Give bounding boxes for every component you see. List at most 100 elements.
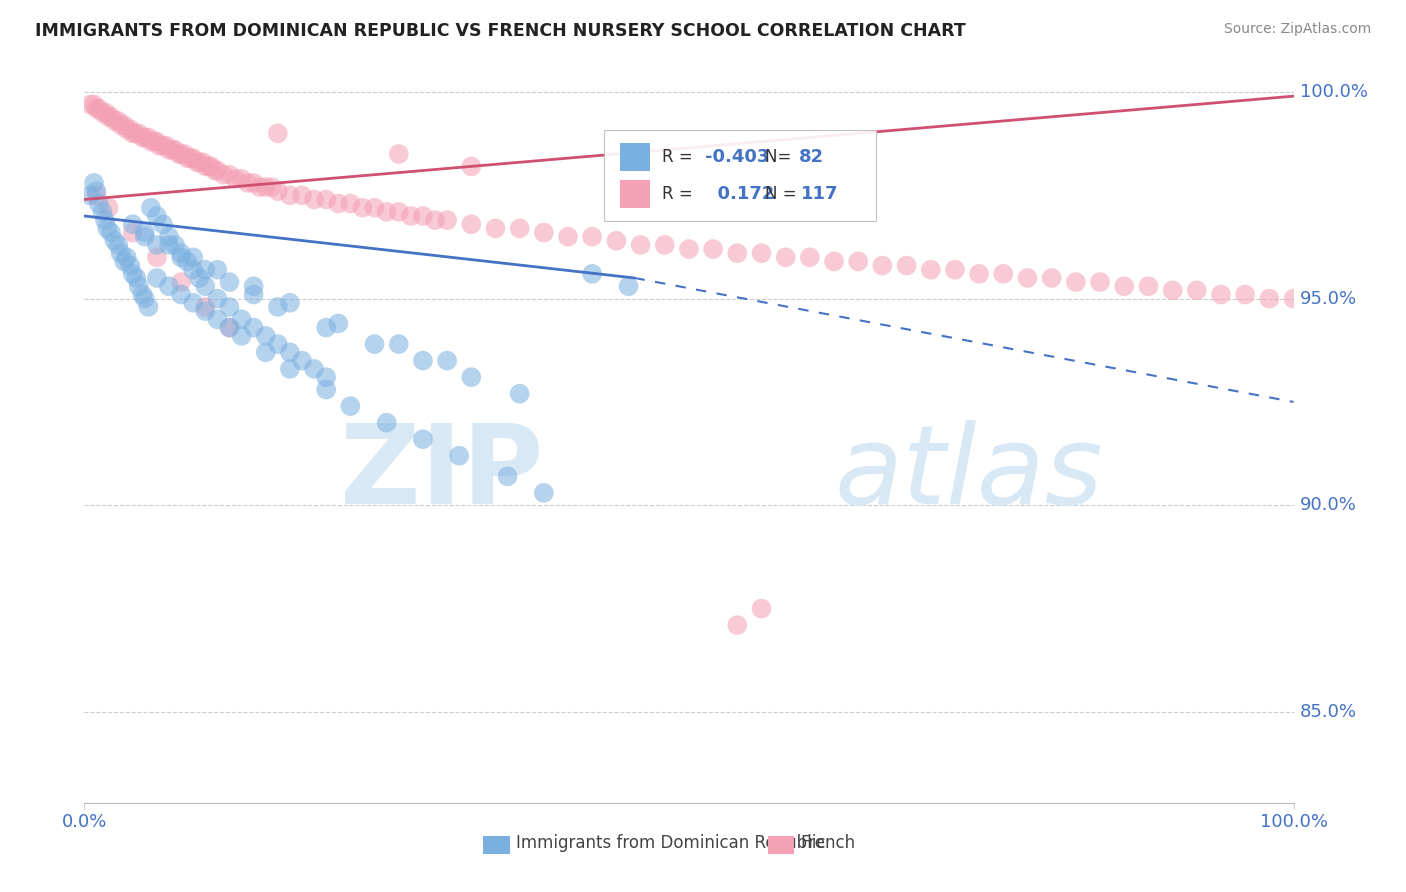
Text: R =: R = xyxy=(662,186,699,203)
Text: Source: ZipAtlas.com: Source: ZipAtlas.com xyxy=(1223,22,1371,37)
Point xyxy=(823,254,845,268)
Point xyxy=(162,143,184,157)
Point xyxy=(83,176,105,190)
Point xyxy=(146,271,169,285)
Point xyxy=(181,151,204,165)
Point xyxy=(87,102,110,116)
Point xyxy=(110,118,132,132)
Point xyxy=(120,259,142,273)
Point xyxy=(86,102,108,116)
Point xyxy=(291,188,314,202)
Point xyxy=(423,213,446,227)
Point xyxy=(399,209,422,223)
Point xyxy=(1234,287,1257,301)
Point xyxy=(121,217,143,231)
Point xyxy=(170,147,193,161)
Point xyxy=(97,201,120,215)
Point xyxy=(1088,275,1111,289)
Point xyxy=(124,126,146,140)
Point xyxy=(157,279,180,293)
Point xyxy=(1114,279,1136,293)
Point xyxy=(176,151,198,165)
Point xyxy=(1137,279,1160,293)
Point xyxy=(449,449,471,463)
Point xyxy=(218,275,240,289)
Point xyxy=(375,205,398,219)
Bar xyxy=(484,836,510,854)
Point xyxy=(388,205,411,219)
Point xyxy=(125,271,148,285)
Text: ZIP: ZIP xyxy=(340,420,544,527)
Point xyxy=(412,353,434,368)
Point xyxy=(83,97,105,112)
Point xyxy=(702,242,724,256)
Point xyxy=(775,250,797,264)
Point xyxy=(115,250,138,264)
Point xyxy=(181,295,204,310)
Point xyxy=(315,193,337,207)
Point xyxy=(352,201,374,215)
Point xyxy=(630,238,652,252)
Point xyxy=(1258,292,1281,306)
Point xyxy=(557,229,579,244)
Point xyxy=(581,267,603,281)
Point xyxy=(138,300,160,314)
Point xyxy=(79,97,101,112)
Point xyxy=(242,176,264,190)
Point xyxy=(533,486,555,500)
Point xyxy=(110,246,132,260)
Point xyxy=(302,193,325,207)
Point xyxy=(291,353,314,368)
Bar xyxy=(620,144,650,171)
Point xyxy=(254,328,277,343)
Point xyxy=(170,246,193,260)
Point xyxy=(204,163,226,178)
Point xyxy=(1040,271,1063,285)
Point xyxy=(943,262,966,277)
Text: 100.0%: 100.0% xyxy=(1299,83,1368,101)
Point xyxy=(328,196,350,211)
Point xyxy=(170,287,193,301)
Point xyxy=(605,234,627,248)
Point xyxy=(436,213,458,227)
Point xyxy=(218,168,240,182)
Point xyxy=(375,416,398,430)
Text: atlas: atlas xyxy=(834,420,1102,527)
Point xyxy=(91,105,114,120)
Point xyxy=(496,469,519,483)
Point xyxy=(267,300,290,314)
Point xyxy=(460,160,482,174)
Point xyxy=(581,229,603,244)
Point xyxy=(176,254,198,268)
Point xyxy=(170,275,193,289)
Point xyxy=(207,312,229,326)
Point xyxy=(143,135,166,149)
Point xyxy=(236,176,259,190)
Point xyxy=(188,155,211,169)
Text: 85.0%: 85.0% xyxy=(1299,703,1357,721)
Point xyxy=(86,184,108,198)
Point xyxy=(725,618,748,632)
Point xyxy=(100,110,122,124)
Point xyxy=(146,238,169,252)
Point xyxy=(212,168,235,182)
Point xyxy=(94,105,117,120)
Point xyxy=(115,122,138,136)
Point xyxy=(388,337,411,351)
Point xyxy=(267,126,290,140)
Point xyxy=(799,250,821,264)
Point xyxy=(120,122,142,136)
Point xyxy=(104,114,127,128)
Point xyxy=(200,160,222,174)
Text: 90.0%: 90.0% xyxy=(1299,496,1357,515)
Point xyxy=(181,262,204,277)
Text: IMMIGRANTS FROM DOMINICAN REPUBLIC VS FRENCH NURSERY SCHOOL CORRELATION CHART: IMMIGRANTS FROM DOMINICAN REPUBLIC VS FR… xyxy=(35,22,966,40)
Point xyxy=(242,320,264,334)
Point xyxy=(254,345,277,359)
Point xyxy=(278,345,301,359)
Point xyxy=(617,279,640,293)
Point xyxy=(751,601,773,615)
Point xyxy=(896,259,918,273)
Point xyxy=(363,337,385,351)
Text: 0.172: 0.172 xyxy=(704,186,775,203)
